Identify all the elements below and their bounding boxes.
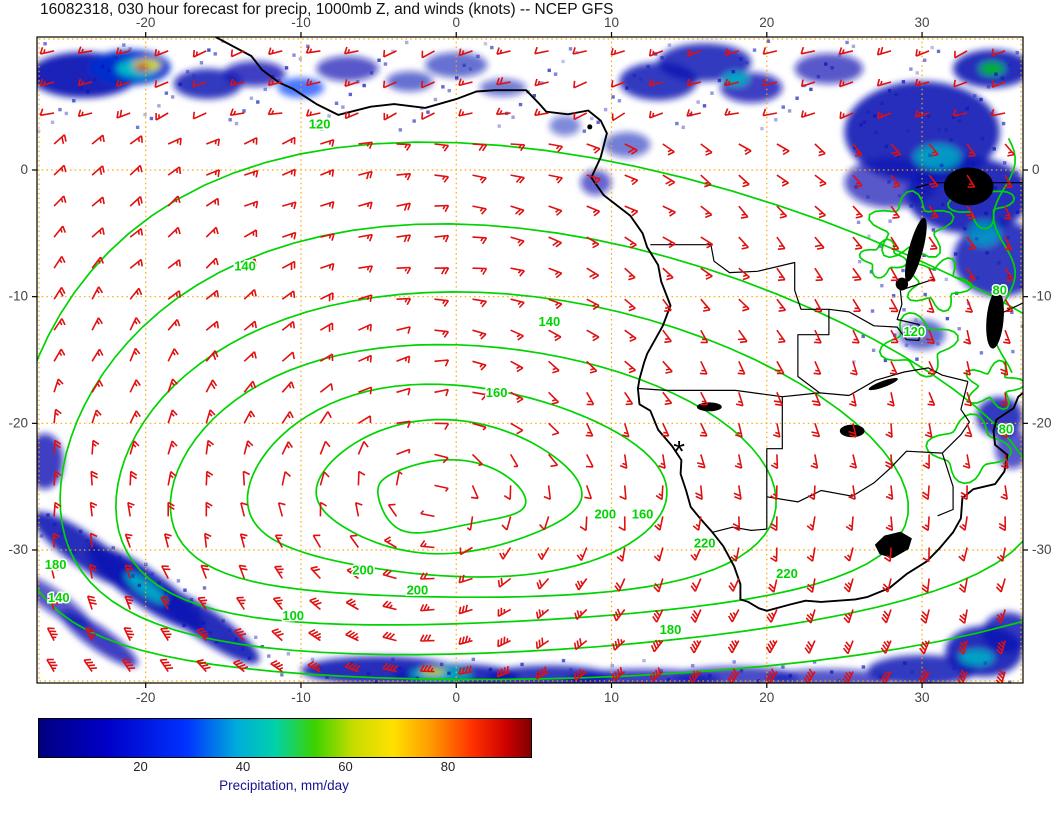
contour-label: 200	[352, 562, 374, 577]
lat-tick-label-right: 0	[1032, 162, 1040, 177]
lon-tick-label-bottom: 20	[759, 690, 774, 705]
map-frame	[36, 36, 1024, 684]
lon-tick-label-top: 20	[759, 15, 774, 30]
contour-label: 120	[309, 116, 331, 131]
contour-label: 140	[48, 590, 70, 605]
contour-label: 160	[632, 507, 654, 522]
contour-label: 160	[486, 385, 508, 400]
contour-label: 140	[539, 314, 561, 329]
plot-title: 16082318, 030 hour forecast for precip, …	[40, 1, 614, 18]
colorbar-label: Precipitation, mm/day	[219, 778, 349, 793]
lon-tick-label-bottom: -10	[291, 690, 311, 705]
contour-label: 140	[234, 258, 256, 273]
lon-tick-label-top: -20	[136, 15, 156, 30]
precip-shading-layer	[37, 43, 1023, 683]
lon-tick-label-top: 0	[452, 15, 460, 30]
lon-tick-label-bottom: -20	[136, 690, 156, 705]
lon-tick-label-bottom: 0	[452, 690, 460, 705]
contour-label: 100	[282, 608, 304, 623]
contour-label: 180	[45, 557, 67, 572]
contour-label: 120	[903, 324, 925, 339]
lat-tick-label-right: -20	[1032, 415, 1052, 430]
lon-tick-label-top: 30	[915, 15, 930, 30]
axis-labels: -20 -20 -10 -10 0 0 10 10 20 20 30 30 0 0 -10 -10 -20 -20…	[8, 15, 1051, 705]
colorbar-gradient	[38, 718, 532, 758]
graticule-layer	[37, 37, 1023, 683]
lat-tick-label-left: -10	[8, 289, 28, 304]
contour-label: 220	[694, 536, 716, 551]
contour-label: 80	[999, 422, 1013, 437]
lat-tick-label-left: -20	[8, 415, 28, 430]
colorbar-tick-label: 60	[338, 759, 353, 774]
location-marker: *	[673, 435, 685, 468]
lat-tick-label-left: -30	[8, 542, 28, 557]
colorbar-tick-label: 20	[133, 759, 148, 774]
contour-label: 80	[992, 282, 1006, 297]
colorbar-tick-label: 80	[440, 759, 456, 774]
contour-label: 200	[594, 507, 616, 522]
lat-tick-label-right: -10	[1032, 289, 1052, 304]
colorbar: 20 40 60 80 Precipitation, mm/day	[0, 712, 1056, 816]
contour-label-layer: 120 140 160 200 160 200 220 180 220 180 140 100 200 1…	[43, 115, 1014, 638]
colorbar-tick-label: 40	[235, 759, 251, 774]
lon-tick-label-top: 10	[604, 15, 619, 30]
lon-tick-label-top: -10	[291, 15, 311, 30]
contour-label: 220	[776, 566, 798, 581]
lon-tick-label-bottom: 30	[915, 690, 930, 705]
lat-tick-label-left: 0	[20, 162, 28, 177]
contour-label: 200	[407, 583, 429, 598]
contour-label: 180	[660, 622, 682, 637]
lon-tick-label-bottom: 10	[604, 690, 619, 705]
lat-tick-label-right: -30	[1032, 542, 1052, 557]
